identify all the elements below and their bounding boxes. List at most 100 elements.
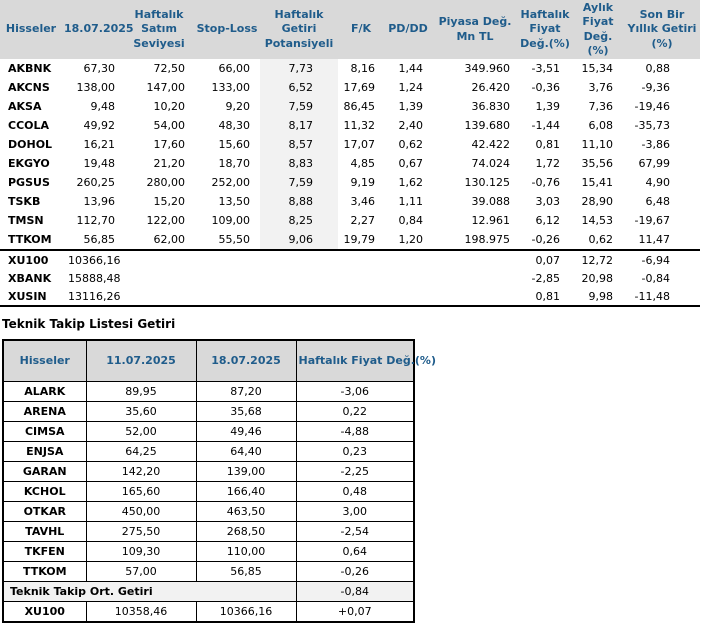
table-row: GARAN 142,20 139,00 -2,25 — [2, 461, 415, 483]
ticker-cell: GARAN — [2, 461, 87, 483]
index-row: XU100 10366,16 0,07 12,72 -6,94 — [0, 249, 700, 270]
value-cell: 130.125 — [464, 176, 511, 190]
value-cell: -9,36 — [641, 81, 670, 95]
table-row: AKSA 9,48 10,20 9,20 7,59 86,45 1,39 36.830 1,39… — [0, 97, 700, 117]
ticker-cell: CCOLA — [8, 119, 50, 133]
column-header: 18.07.2025 — [195, 339, 297, 383]
value-cell: 0,62 — [398, 138, 424, 152]
value-cell: 11,32 — [343, 119, 376, 133]
value-cell: 9,98 — [572, 287, 624, 308]
value-cell: -3,06 — [295, 381, 415, 403]
ticker-cell: DOHOL — [8, 138, 53, 152]
value-cell: -19,46 — [634, 100, 670, 114]
value-cell: 7,59 — [260, 173, 338, 193]
value-cell: 15,60 — [218, 138, 251, 152]
table-row: CIMSA 52,00 49,46 -4,88 — [2, 421, 415, 443]
column-header: F/K — [338, 0, 384, 60]
value-cell: 74.024 — [471, 157, 511, 171]
value-cell: 15,34 — [581, 62, 614, 76]
value-cell: 35,60 — [85, 401, 197, 423]
value-cell: 260,25 — [76, 176, 116, 190]
ticker-cell: ALARK — [2, 381, 87, 403]
value-cell: 6,12 — [535, 214, 561, 228]
value-cell: 67,99 — [638, 157, 671, 171]
value-cell: 7,36 — [588, 100, 614, 114]
table-row: TTKOM 56,85 62,00 55,50 9,06 19,79 1,20 198.975… — [0, 230, 700, 251]
value-cell: 56,85 — [83, 233, 116, 247]
column-header: Haftalık Fiyat Değ.(%) — [518, 0, 572, 60]
value-cell: 3,03 — [535, 195, 561, 209]
ticker-cell: TTKOM — [8, 233, 52, 247]
value-cell: 133,00 — [211, 81, 251, 95]
table-row: DOHOL 16,21 17,60 15,60 8,57 17,07 0,62 42.422 0… — [0, 135, 700, 155]
value-cell: 1,20 — [398, 233, 424, 247]
value-cell: 21,20 — [153, 157, 186, 171]
value-cell: 6,08 — [588, 119, 614, 133]
value-cell: 198.975 — [464, 233, 511, 247]
column-header: 11.07.2025 — [85, 339, 197, 383]
value-cell: 2,27 — [350, 214, 376, 228]
value-cell: 14,53 — [581, 214, 614, 228]
section-title: Teknik Takip Listesi Getiri — [2, 317, 176, 332]
ticker-cell: CIMSA — [2, 421, 87, 443]
value-cell: 7,59 — [260, 97, 338, 117]
value-cell: -6,94 — [624, 249, 700, 270]
value-cell: 13,96 — [83, 195, 116, 209]
ticker-cell: ARENA — [2, 401, 87, 423]
value-cell: 56,85 — [195, 561, 297, 583]
value-cell: 54,00 — [153, 119, 186, 133]
value-cell: 9,19 — [350, 176, 376, 190]
ticker-cell: AKBNK — [8, 62, 52, 76]
column-header: PD/DD — [384, 0, 432, 60]
value-cell: 1,72 — [535, 157, 561, 171]
value-cell: 4,85 — [350, 157, 376, 171]
value-cell: 8,83 — [260, 154, 338, 174]
index-row: XU100 10358,46 10366,16 +0,07 — [2, 601, 415, 623]
value-cell: -0,84 — [641, 271, 670, 285]
ticker-cell: EKGYO — [8, 157, 50, 171]
value-cell: 109,30 — [85, 541, 197, 563]
value-cell: 0,07 — [518, 249, 572, 270]
value-cell: 0,23 — [295, 441, 415, 463]
value-cell: 86,45 — [343, 100, 376, 114]
value-cell: 112,70 — [76, 214, 116, 228]
value-cell: 1,62 — [398, 176, 424, 190]
value-cell: 13,50 — [218, 195, 251, 209]
table-row: AKCNS 138,00 147,00 133,00 6,52 17,69 1,24 26.4… — [0, 78, 700, 98]
value-cell: 3,46 — [350, 195, 376, 209]
value-cell: 12.961 — [471, 214, 511, 228]
ticker-cell: AKCNS — [8, 81, 50, 95]
value-cell: -0,26 — [531, 233, 560, 247]
value-cell: -2,25 — [295, 461, 415, 483]
index-row: XUSIN 13116,26 0,81 9,98 -11,48 — [0, 287, 700, 308]
value-cell: 72,50 — [153, 62, 186, 76]
value-cell: 139,00 — [195, 461, 297, 483]
column-header: Haftalık Satım Seviyesi — [124, 0, 194, 60]
value-cell: 0,64 — [295, 541, 415, 563]
value-cell: 0,88 — [645, 62, 671, 76]
column-header: Hisseler — [0, 0, 62, 60]
value-cell: 0,81 — [535, 138, 561, 152]
column-header: Haftalık Fiyat Değ.(%) — [295, 339, 436, 383]
value-cell: 28,90 — [581, 195, 614, 209]
value-cell: 17,07 — [343, 138, 376, 152]
table-row: AKBNK 67,30 72,50 66,00 7,73 8,16 1,44 349.960 -… — [0, 59, 700, 79]
value-cell: 0,48 — [295, 481, 415, 503]
value-cell: 8,57 — [260, 135, 338, 155]
value-cell: 64,40 — [195, 441, 297, 463]
table-row: TKFEN 109,30 110,00 0,64 — [2, 541, 415, 563]
ticker-cell: KCHOL — [2, 481, 87, 503]
value-cell: 87,20 — [195, 381, 297, 403]
value-cell: 57,00 — [85, 561, 197, 583]
weekly-recommendations-table: Hisseler 18.07.2025 Haftalık Satım Seviyes… — [0, 0, 700, 308]
table-header-row: Hisseler 18.07.2025 Haftalık Satım Seviyes… — [0, 0, 700, 60]
column-header: Son Bir Yıllık Getiri (%) — [624, 0, 700, 60]
value-cell: 166,40 — [195, 481, 297, 503]
value-cell: 12,72 — [572, 249, 624, 270]
value-cell: 9,06 — [260, 230, 338, 251]
value-cell: 0,67 — [398, 157, 424, 171]
value-cell: 7,73 — [260, 59, 338, 79]
value-cell: 0,81 — [518, 287, 572, 308]
value-cell: 9,20 — [225, 100, 251, 114]
value-cell: 55,50 — [218, 233, 251, 247]
